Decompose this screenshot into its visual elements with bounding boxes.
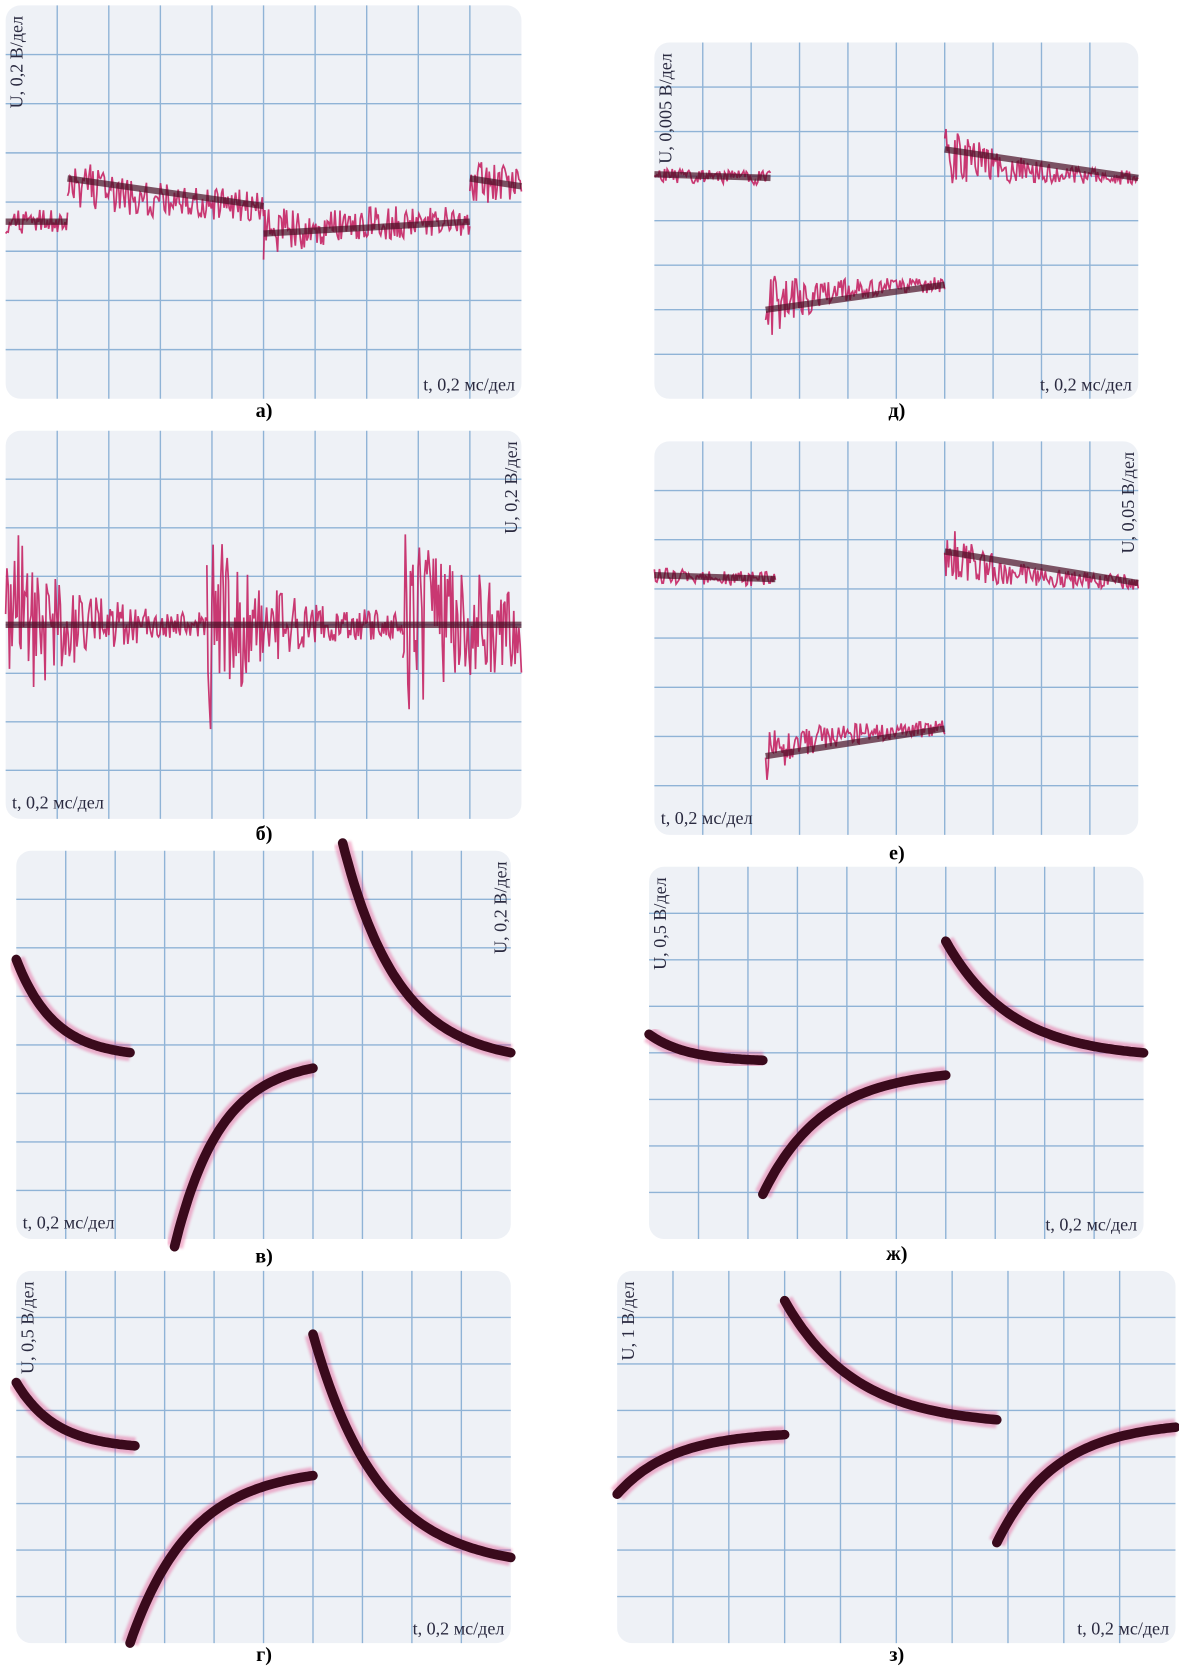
x-axis-label: t, 0,2 мс/дел — [1045, 1214, 1137, 1234]
oscillogram: U, 1 В/дел t, 0,2 мс/дел — [617, 1271, 1175, 1643]
y-axis-label: U, 0,5 В/дел — [17, 1282, 37, 1374]
y-axis-label: U, 1 В/дел — [618, 1282, 638, 1361]
figure: U, 0,2 В/дел t, 0,2 мс/дел а) U, 0,2 В/дел t… — [0, 0, 1179, 1675]
x-axis-label: t, 0,2 мс/дел — [12, 792, 104, 812]
y-axis-label: U, 0,5 В/дел — [650, 877, 670, 969]
oscillogram: U, 0,5 В/дел t, 0,2 мс/дел — [16, 1271, 511, 1643]
oscillogram: U, 0,2 В/дел t, 0,2 мс/дел — [16, 843, 511, 1247]
panel-caption: е) — [889, 842, 905, 864]
panel-caption: д) — [888, 400, 905, 422]
panel-caption: ж) — [886, 1243, 907, 1265]
panel-caption: а) — [256, 400, 273, 422]
oscillogram: U, 0,005 В/дел t, 0,2 мс/дел — [654, 43, 1138, 399]
y-axis-label: U, 0,2 В/дел — [491, 861, 511, 953]
x-axis-label: t, 0,2 мс/дел — [661, 808, 753, 828]
panel-caption: в) — [255, 1245, 273, 1267]
trace-core — [654, 575, 775, 579]
y-axis-label: U, 0,05 В/дел — [1118, 452, 1138, 553]
x-axis-label: t, 0,2 мс/дел — [413, 1619, 505, 1639]
trace-core — [654, 174, 770, 178]
oscillogram: U, 0,2 В/дел t, 0,2 мс/дел — [6, 431, 522, 819]
panel-caption: з) — [889, 1644, 904, 1666]
oscillogram: U, 0,05 В/дел t, 0,2 мс/дел — [654, 441, 1138, 834]
x-axis-label: t, 0,2 мс/дел — [23, 1212, 115, 1232]
panel-caption: б) — [256, 823, 273, 845]
oscillogram: U, 0,5 В/дел t, 0,2 мс/дел — [649, 867, 1144, 1239]
oscillogram: U, 0,2 В/дел t, 0,2 мс/дел — [6, 5, 522, 398]
y-axis-label: U, 0,2 В/дел — [7, 16, 27, 108]
y-axis-label: U, 0,005 В/дел — [655, 53, 675, 164]
x-axis-label: t, 0,2 мс/дел — [1077, 1619, 1169, 1639]
x-axis-label: t, 0,2 мс/дел — [423, 374, 515, 394]
y-axis-label: U, 0,2 В/дел — [501, 441, 521, 533]
x-axis-label: t, 0,2 мс/дел — [1040, 374, 1132, 394]
panel-caption: г) — [256, 1644, 272, 1666]
